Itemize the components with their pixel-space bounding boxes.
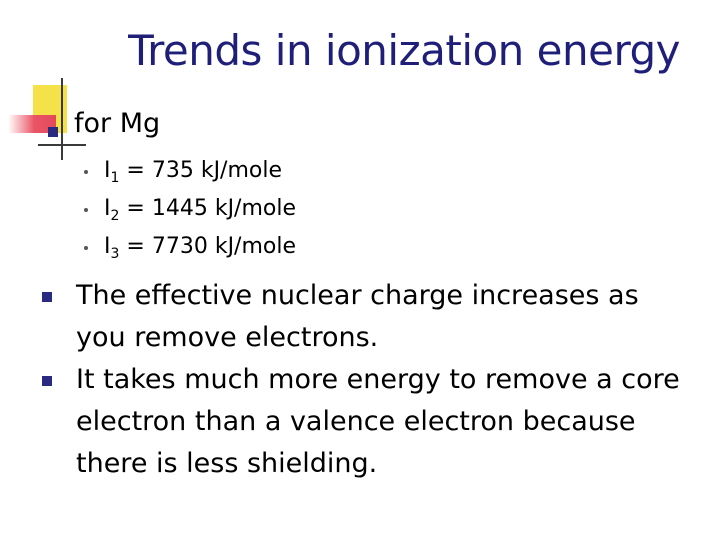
level1-text: for Mg bbox=[74, 108, 161, 139]
ionization-symbol: I bbox=[104, 158, 111, 183]
sub-bullet-dot-icon bbox=[84, 246, 88, 250]
decoration-horizontal-line bbox=[38, 144, 86, 146]
ionization-index: 2 bbox=[110, 208, 120, 224]
bullet-square-icon bbox=[42, 292, 52, 302]
sub-bullet-dot-icon bbox=[84, 170, 88, 174]
ionization-value: = 1445 kJ/mole bbox=[126, 196, 297, 221]
bullet-paragraph-1: The effective nuclear charge increases a… bbox=[76, 280, 639, 353]
ionization-symbol: I bbox=[104, 196, 111, 221]
corner-decoration bbox=[0, 0, 90, 170]
ionization-value: = 7730 kJ/mole bbox=[126, 234, 297, 259]
ionization-value: = 735 kJ/mole bbox=[126, 158, 283, 183]
bullet-square-icon bbox=[48, 127, 58, 137]
ionization-index: 1 bbox=[110, 170, 120, 186]
sub-bullet-dot-icon bbox=[84, 208, 88, 212]
ionization-index: 3 bbox=[110, 246, 120, 262]
decoration-red-bar bbox=[8, 115, 56, 133]
decoration-vertical-line bbox=[61, 78, 63, 160]
ionization-symbol: I bbox=[104, 234, 111, 259]
slide-title: Trends in ionization energy bbox=[128, 26, 680, 75]
bullet-paragraph-2: It takes much more energy to remove a co… bbox=[76, 364, 680, 479]
bullet-square-icon bbox=[42, 376, 52, 386]
